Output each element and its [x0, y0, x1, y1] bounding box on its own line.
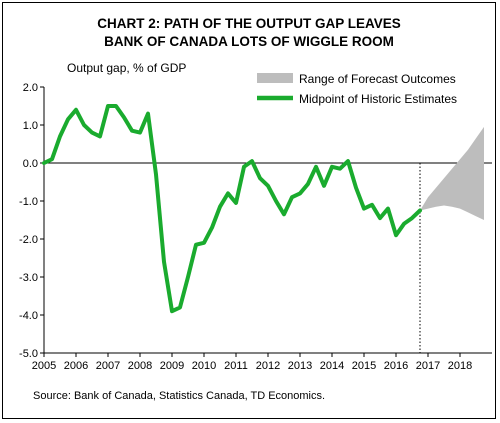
y-tick-label: -3.0	[19, 272, 38, 284]
midpoint-series	[42, 104, 422, 314]
x-tick-label: 2011	[224, 360, 248, 372]
y-tick-label: 1.0	[23, 120, 38, 132]
forecast-range-polygon	[420, 126, 484, 220]
x-tick-label: 2013	[288, 360, 312, 372]
y-axis-label: Output gap, % of GDP	[67, 61, 186, 75]
y-tick-label: 2.0	[23, 82, 38, 94]
x-tick-label: 2017	[416, 360, 440, 372]
legend-range-label: Range of Forecast Outcomes	[299, 72, 456, 86]
legend-midpoint-label: Midpoint of Historic Estimates	[299, 92, 457, 106]
x-tick-label: 2007	[96, 360, 120, 372]
x-tick-label: 2009	[160, 360, 184, 372]
y-tick-label: -5.0	[19, 348, 38, 360]
x-tick-label: 2008	[128, 360, 152, 372]
axes	[40, 86, 492, 357]
chart-title-line-2: BANK OF CANADA LOTS OF WIGGLE ROOM	[104, 34, 394, 49]
chart-frame: CHART 2: PATH OF THE OUTPUT GAP LEAVES B…	[2, 2, 496, 419]
chart-svg: CHART 2: PATH OF THE OUTPUT GAP LEAVES B…	[19, 16, 492, 402]
forecast-range-area	[420, 126, 484, 220]
legend-range-swatch	[257, 73, 293, 83]
x-tick-label: 2012	[256, 360, 280, 372]
y-tick-label: 0.0	[23, 158, 38, 170]
x-tick-label: 2005	[32, 360, 56, 372]
x-tick-label: 2006	[64, 360, 88, 372]
midpoint-line	[42, 104, 422, 314]
x-tick-label: 2015	[352, 360, 376, 372]
chart-title-line-1: CHART 2: PATH OF THE OUTPUT GAP LEAVES	[97, 16, 401, 31]
x-tick-labels: 2005 2006 2007 2008 2009 2010 2011 2012 2013 2014…	[32, 360, 472, 372]
y-tick-labels: 2.0 1.0 0.0 -1.0 -2.0 -3.0 -4.0 -5.0	[19, 82, 38, 360]
x-tick-label: 2018	[448, 360, 472, 372]
y-tick-label: -1.0	[19, 196, 38, 208]
legend: Range of Forecast Outcomes Midpoint of H…	[257, 72, 457, 106]
y-tick-label: -4.0	[19, 310, 38, 322]
x-tick-label: 2010	[192, 360, 216, 372]
source-note: Source: Bank of Canada, Statistics Canad…	[33, 390, 325, 402]
x-tick-label: 2014	[320, 360, 344, 372]
x-tick-label: 2016	[384, 360, 408, 372]
y-tick-label: -2.0	[19, 234, 38, 246]
